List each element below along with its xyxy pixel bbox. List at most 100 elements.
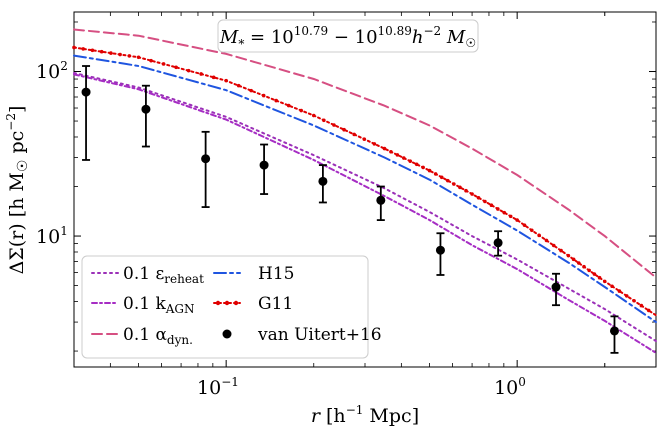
g11-marker [464,188,468,193]
legend-label-ereheat: 0.1 εreheat [123,264,204,286]
g11-marker [458,185,462,190]
g11-marker [496,207,500,211]
data-point [376,195,386,205]
g11-marker [199,72,203,76]
g11-marker [90,48,95,53]
g11-marker [174,65,178,70]
g11-marker [236,83,241,88]
g11-marker [571,257,576,262]
data-point [141,104,151,114]
legend-label-h15: H15 [258,264,294,284]
g11-marker [136,55,141,60]
g11-marker [610,284,614,289]
g11-marker [515,218,519,222]
series-line-h15 [73,54,657,324]
g11-marker [433,172,438,176]
g11-marker [639,303,644,308]
y-tick-label: 102 [36,59,68,83]
g11-marker [99,49,104,54]
g11-marker [382,146,387,151]
series-line-0-1-reheat [73,72,657,343]
legend-marker [233,300,239,306]
legend-label-kagn: 0.1 kAGN [123,294,195,316]
g11-marker [352,132,356,137]
legend-label-g11: G11 [258,294,293,314]
g11-marker [395,153,400,157]
observations [81,65,619,354]
legend-marker [215,300,221,306]
g11-marker [414,162,419,167]
series-line-g11 [73,46,657,317]
g11-marker [439,175,444,180]
g11-marker [566,253,571,258]
g11-marker [332,123,336,127]
legend [91,272,241,339]
g11-marker [261,93,266,98]
data-point [493,238,503,248]
g11-marker [118,52,122,57]
g11-marker [322,118,326,123]
g11-marker [597,275,602,280]
g11-marker [372,142,377,146]
g11-marker [402,156,406,160]
g11-marker [489,203,494,208]
g11-marker [537,233,541,238]
g11-marker [576,261,581,265]
g11-marker [127,54,132,58]
g11-marker [274,98,279,103]
g11-marker [508,214,513,219]
data-point [435,245,445,255]
g11-marker [617,289,622,293]
data-point [609,326,619,336]
g11-marker [632,298,636,303]
g11-marker [224,78,228,83]
g11-marker [502,210,507,215]
g11-marker [646,308,651,313]
g11-marker [408,159,413,163]
x-tick-label: 100 [494,375,526,399]
series-line-0-1-dyn- [73,28,657,279]
data-point [201,154,211,164]
g11-marker [249,88,253,93]
g11-marker [211,75,216,80]
series-lines [72,28,657,354]
g11-marker [311,113,316,118]
legend-marker [224,300,230,306]
g11-marker [522,223,527,227]
y-tick-label: 101 [36,224,68,248]
data-point [551,282,561,292]
g11-marker [582,264,586,269]
g11-marker [389,149,393,154]
g11-marker [161,62,166,66]
data-point [259,160,269,170]
g11-marker [476,195,481,200]
g11-marker [81,47,86,51]
x-axis-label: r [h−1 Mpc] [311,403,419,427]
g11-marker [483,199,487,204]
g11-marker [470,192,474,196]
g11-marker [427,168,432,173]
g11-marker [186,68,191,73]
annotation-text: M* = 1010.79 − 1010.89h−2 M☉ [219,24,476,51]
legend-sample-obs [222,329,232,339]
legend-label-adyn: 0.1 αdyn. [123,325,193,347]
g11-marker [445,178,450,183]
axis-ticks [74,12,656,367]
g11-marker [592,272,597,276]
g11-marker [559,248,563,253]
x-tick-label: 10−1 [197,375,239,399]
g11-marker [529,228,534,233]
annotation-box [217,19,479,53]
g11-marker [362,137,367,141]
g11-marker [421,165,425,170]
g11-marker [286,103,291,108]
g11-marker [624,294,629,298]
data-point [81,87,91,97]
g11-marker [551,243,556,248]
g11-marker [452,182,456,186]
data-point [318,176,328,186]
g11-marker [149,58,153,63]
g11-marker [72,45,76,50]
g11-marker [109,51,113,55]
